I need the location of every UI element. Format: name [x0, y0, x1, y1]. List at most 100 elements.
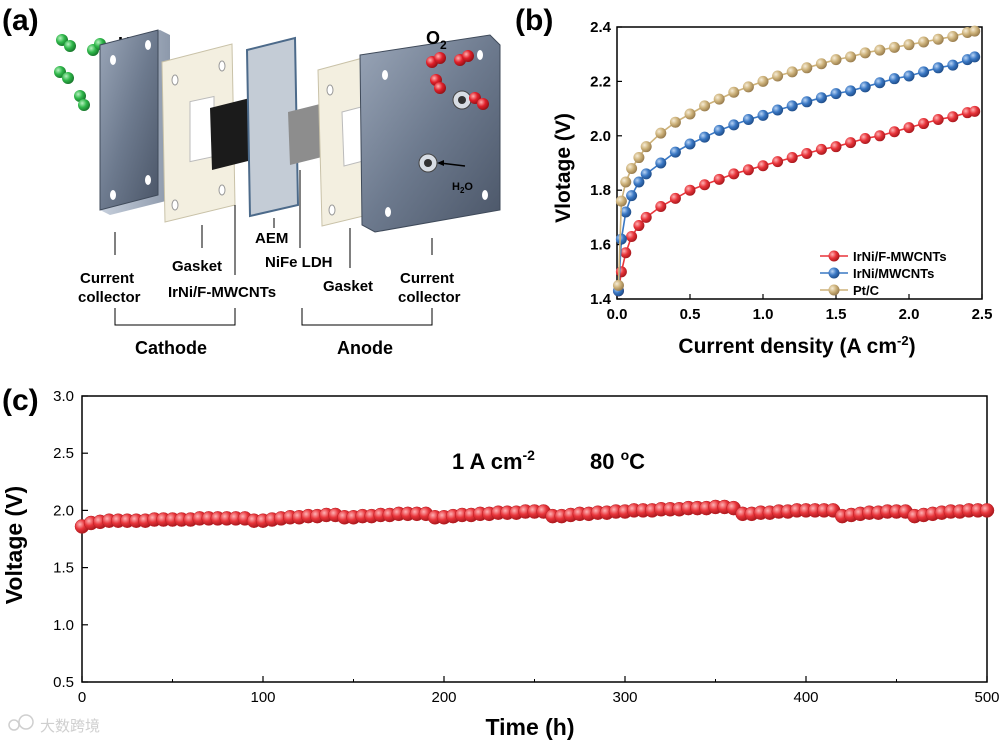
- legend-marker: [828, 284, 840, 296]
- water-inlet-arrow: [439, 162, 466, 167]
- legend-label: IrNi/MWCNTs: [853, 266, 934, 281]
- chart-c-xtick-label: 300: [612, 689, 637, 706]
- chart-b-ytick-label: 2.0: [590, 128, 611, 145]
- data-point-pt-c: [699, 100, 711, 112]
- data-point-irni-mwcnts: [874, 77, 886, 89]
- data-point-pt-c: [815, 58, 827, 70]
- anode-label: Anode: [337, 338, 393, 358]
- chart-b-ylabel: Vlotage (V): [552, 113, 575, 223]
- data-point-irni-f-mwcnts: [742, 164, 754, 176]
- cathode-catalyst-layer: [210, 98, 252, 170]
- chart-c-ylabel: Voltage (V): [1, 486, 27, 604]
- panel-b-label: (b): [515, 4, 553, 37]
- data-point-irni-f-mwcnts: [728, 168, 740, 180]
- data-point-irni-f-mwcnts: [713, 173, 725, 185]
- data-point-pt-c: [786, 66, 798, 78]
- data-point-irni-mwcnts: [932, 62, 944, 74]
- chart-b-ytick-label: 2.2: [590, 73, 611, 90]
- data-point-pt-c: [932, 33, 944, 45]
- data-point-irni-f-mwcnts: [845, 137, 857, 149]
- legend-marker: [828, 267, 840, 279]
- data-point-pt-c: [684, 108, 696, 120]
- chart-c-xlabel: Time (h): [485, 714, 574, 740]
- data-point-irni-f-mwcnts: [633, 220, 645, 232]
- chart-c-ytick-label: 0.5: [53, 674, 74, 691]
- data-point-pt-c: [633, 152, 645, 164]
- data-point-pt-c: [801, 62, 813, 74]
- data-point-pt-c: [845, 51, 857, 63]
- h2-molecule: [74, 90, 90, 111]
- chart-b-xtick-label: 2.5: [972, 306, 993, 323]
- data-point-irni-mwcnts: [830, 88, 842, 100]
- chart-c-temperature-annotation: 80 oC: [590, 447, 645, 474]
- data-point-pt-c: [947, 31, 959, 43]
- data-point-pt-c: [742, 81, 754, 93]
- nife-ldh-label: NiFe LDH: [265, 254, 333, 271]
- aem-label: AEM: [255, 230, 288, 247]
- chart-c-xtick-label: 100: [250, 689, 275, 706]
- o2-molecule: [454, 50, 474, 66]
- chart-b-axes: 0.0 0.5 1.0 1.5 2.0 2.5 1.4 1.6 1.8 2.0 2.2 2.4: [590, 19, 992, 323]
- legend-marker: [828, 250, 840, 262]
- water-inlet-arrowhead: [437, 160, 444, 166]
- data-point-pt-c: [757, 75, 769, 87]
- data-point-irni-mwcnts: [615, 233, 627, 245]
- data-point-pt-c: [918, 36, 930, 48]
- data-point-irni-mwcnts: [669, 146, 681, 158]
- data-point-irni-f-mwcnts: [918, 118, 930, 130]
- data-point-irni-mwcnts: [728, 119, 740, 131]
- data-point-irni-f-mwcnts: [757, 160, 769, 172]
- data-point-irni-mwcnts: [655, 157, 667, 169]
- chart-c-ytick-label: 2.0: [53, 502, 74, 519]
- data-point-irni-f-mwcnts: [801, 147, 813, 159]
- panel-a: (a) H2: [2, 4, 501, 358]
- data-point-irni-f-mwcnts: [620, 247, 632, 259]
- data-point-irni-f-mwcnts: [859, 133, 871, 145]
- chart-c-axes: 0 100 200 300 400 500 0.5 1.0 1.5 2.0 2.5 3.0: [53, 388, 999, 706]
- catalyst-label: IrNi/F-MWCNTs: [168, 284, 276, 301]
- cathode-label: Cathode: [135, 338, 207, 358]
- data-point-irni-mwcnts: [626, 190, 638, 202]
- data-point-irni-f-mwcnts: [932, 113, 944, 125]
- data-point-irni-mwcnts: [684, 138, 696, 150]
- data-point-pt-c: [713, 93, 725, 105]
- chart-c-ytick-label: 1.5: [53, 560, 74, 577]
- panel-a-label: (a): [2, 4, 39, 37]
- chart-b-xtick-label: 1.5: [826, 306, 847, 323]
- data-point-pt-c: [669, 116, 681, 128]
- data-point-irni-f-mwcnts: [669, 192, 681, 204]
- anode-gasket-label: Gasket: [323, 278, 373, 295]
- panel-c-label: (c): [2, 384, 39, 417]
- chart-b-ytick-label: 1.4: [590, 291, 612, 308]
- data-point-pt-c: [859, 47, 871, 59]
- anode-collector-label-line1: Current: [400, 270, 454, 287]
- chart-b-xlabel: Current density (A cm-2): [678, 333, 915, 358]
- data-point-irni-mwcnts: [801, 96, 813, 108]
- data-point-irni-f-mwcnts: [655, 201, 667, 213]
- legend-label: IrNi/F-MWCNTs: [853, 249, 947, 264]
- data-point-irni-f-mwcnts: [830, 141, 842, 153]
- h2-molecule: [54, 66, 74, 84]
- o2-molecule: [469, 92, 489, 110]
- chart-b-series: [612, 25, 981, 297]
- data-point-irni-f-mwcnts: [947, 111, 959, 123]
- aem-membrane: [245, 36, 300, 218]
- data-point-irni-mwcnts: [772, 104, 784, 116]
- data-point-pt-c: [772, 70, 784, 82]
- data-point-pt-c: [830, 54, 842, 66]
- chart-b-ytick-label: 1.6: [590, 237, 611, 254]
- data-point-irni-mwcnts: [918, 66, 930, 78]
- data-point-pt-c: [969, 25, 981, 37]
- data-point-stability: [979, 503, 995, 518]
- data-point-pt-c: [626, 162, 638, 174]
- data-point-irni-mwcnts: [620, 206, 632, 218]
- stability-chart: (c) 0 100 200 300 400 500 0.5 1.0 1.5 2.0 2.5 3.0 T…: [1, 384, 1000, 740]
- cathode-collector-label-line2: collector: [78, 289, 141, 306]
- data-point-irni-f-mwcnts: [699, 179, 711, 191]
- o2-molecule: [430, 74, 446, 94]
- data-point-irni-mwcnts: [859, 81, 871, 93]
- data-point-irni-mwcnts: [815, 92, 827, 104]
- o2-molecule: [426, 52, 446, 68]
- anode-current-collector: [359, 34, 501, 233]
- data-point-pt-c: [620, 176, 632, 188]
